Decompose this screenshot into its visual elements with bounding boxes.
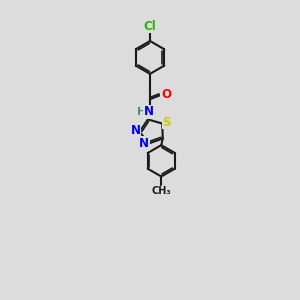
Text: N: N [131,124,141,137]
Text: S: S [163,116,171,128]
Text: CH₃: CH₃ [152,186,171,196]
Text: O: O [161,88,171,100]
Text: Cl: Cl [144,20,156,33]
Text: N: N [144,105,154,119]
Text: H: H [137,107,146,117]
Text: N: N [139,137,149,150]
